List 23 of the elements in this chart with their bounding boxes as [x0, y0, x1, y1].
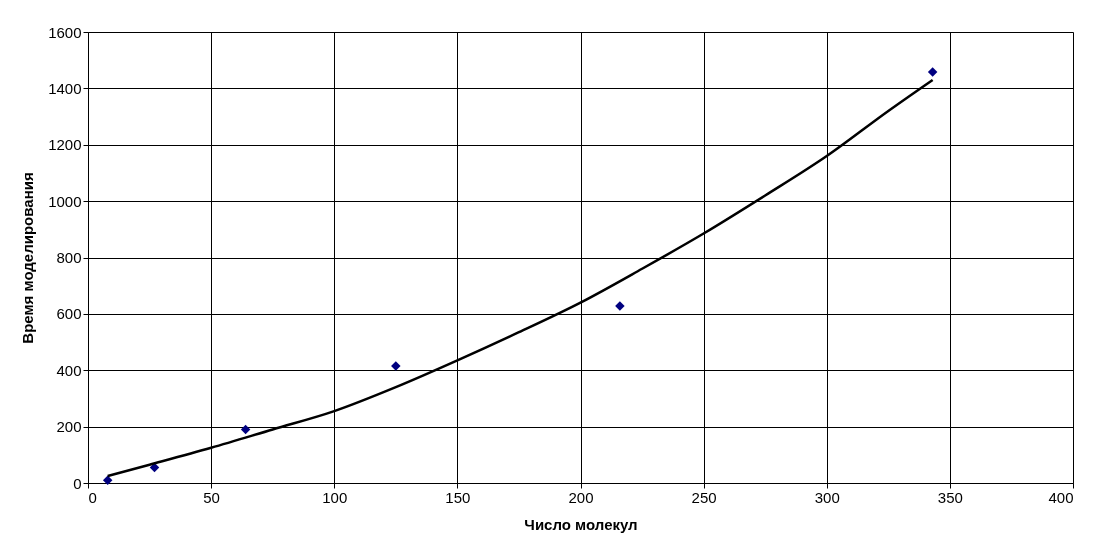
point — [240, 424, 251, 435]
x-tick-label: 350 — [937, 488, 963, 506]
y-tick-label: 1200 — [48, 136, 82, 154]
point — [102, 475, 113, 485]
y-tick-label: 200 — [56, 418, 82, 436]
x-tick-label: 300 — [814, 488, 840, 506]
point — [927, 67, 938, 77]
x-tick-label: 100 — [322, 488, 348, 506]
x-tick-label: 150 — [445, 488, 471, 506]
y-tick-label: 800 — [56, 249, 82, 266]
x-tick-label: 400 — [1048, 488, 1074, 506]
y-axis-title: Время моделирования — [19, 172, 37, 344]
y-tick-label: 1400 — [48, 79, 82, 97]
x-tick-label: 0 — [88, 488, 97, 506]
y-tick-label: 1600 — [48, 23, 82, 41]
x-axis-title: Число молекул — [524, 515, 638, 533]
x-tick-label: 50 — [203, 488, 220, 506]
y-tick-label: 400 — [56, 361, 82, 379]
y-tick-label: 0 — [73, 474, 82, 492]
y-tick-label: 600 — [56, 305, 82, 323]
x-tick-label: 250 — [691, 488, 717, 506]
y-tick-label: 1000 — [48, 192, 82, 210]
x-tick-label: 200 — [568, 488, 594, 506]
